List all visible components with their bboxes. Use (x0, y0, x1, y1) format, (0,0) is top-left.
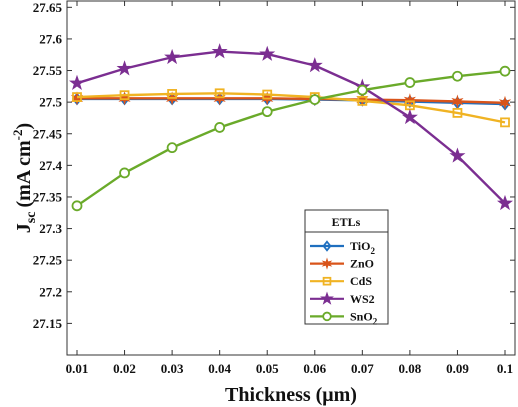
legend-label-main: SnO (350, 309, 373, 323)
legend-item-tio2: TiO2 (310, 239, 375, 256)
legend-marker-cds (322, 276, 332, 286)
series-line-zno (77, 97, 506, 104)
y-tick-label: 27.65 (33, 0, 63, 15)
data-point-sno2 (499, 65, 511, 77)
x-tick-label: 0.1 (497, 361, 513, 376)
data-point-zno (213, 91, 226, 106)
x-tick-label: 0.05 (256, 361, 279, 376)
y-tick-label: 27.25 (33, 253, 63, 268)
plot-frame (66, 0, 516, 356)
data-point-cds (500, 117, 510, 128)
legend-label-sno2: SnO2 (350, 309, 378, 326)
legend-label-sub: 2 (370, 246, 375, 256)
legend-label-sub: 2 (373, 316, 378, 326)
x-tick-label: 0.08 (399, 361, 422, 376)
data-point-sno2 (356, 84, 368, 96)
data-point-sno2 (119, 167, 130, 179)
data-point-sno2 (309, 94, 321, 106)
data-point-ws2 (401, 108, 418, 125)
data-point-ws2 (116, 60, 133, 76)
series-group (69, 43, 513, 212)
y-axis-title-sup: -2 (10, 129, 25, 140)
y-tick-label: 27.2 (39, 284, 62, 299)
legend-marker-ws2 (320, 291, 334, 305)
data-point-cds (72, 92, 82, 102)
legend-item-zno: ZnO (310, 257, 374, 271)
data-point-ws2 (449, 147, 466, 163)
data-point-sno2 (261, 106, 273, 118)
y-tick-label: 27.3 (39, 221, 62, 236)
legend-box (304, 209, 389, 325)
x-tick-label: 0.04 (208, 361, 231, 376)
y-axis-title-sub: sc (24, 212, 39, 224)
y-axis-title-main: J (13, 223, 35, 233)
series-line-cds (76, 92, 506, 124)
x-tick-label: 0.06 (303, 361, 326, 376)
y-axis-title: Jsc (mA cm-2) (10, 123, 39, 233)
data-point-ws2 (497, 194, 513, 211)
series-sno2 (71, 65, 511, 212)
data-point-zno (70, 91, 84, 106)
legend-item-cds: CdS (310, 274, 372, 288)
legend-label-main: ZnO (350, 257, 374, 271)
legend-item-ws2: WS2 (310, 291, 375, 306)
legend-label-tio2: TiO2 (350, 239, 375, 256)
x-tick-label: 0.01 (66, 361, 89, 376)
series-cds (72, 88, 510, 128)
y-tick-label: 27.35 (33, 189, 63, 204)
legend-item-sno2: SnO2 (310, 309, 378, 326)
legend-label-main: TiO (350, 239, 370, 253)
legend-marker-tio2 (322, 240, 332, 252)
series-line-ws2 (76, 50, 506, 205)
data-point-cds (452, 107, 463, 118)
y-tick-label: 27.4 (39, 158, 62, 173)
axis-ticks: 27.15 27.2 27.25 27.3 27.35 27.4 27.45 27.5 27.5… (33, 0, 515, 376)
data-point-ws2 (164, 48, 181, 65)
data-point-ws2 (211, 43, 228, 59)
legend-label-ws2: WS2 (350, 292, 375, 306)
data-point-cds (357, 95, 368, 106)
x-tick-label: 0.02 (113, 361, 136, 376)
data-point-sno2 (214, 122, 226, 133)
data-point-zno (451, 94, 464, 109)
data-point-ws2 (69, 74, 85, 90)
x-axis-title: Thickness (μm) (225, 384, 357, 406)
x-tick-label: 0.07 (351, 361, 374, 376)
data-point-sno2 (404, 77, 416, 88)
y-tick-label: 27.15 (33, 316, 63, 331)
y-tick-label: 27.45 (33, 126, 63, 141)
data-point-cds (119, 90, 130, 101)
legend-marker-zno (321, 257, 333, 270)
data-point-ws2 (306, 57, 323, 73)
legend-label-zno: ZnO (350, 257, 374, 271)
y-axis-title-close: ) (13, 123, 35, 130)
data-point-sno2 (71, 200, 83, 212)
x-tick-label: 0.09 (446, 361, 469, 376)
data-point-cds (214, 88, 225, 99)
data-point-zno (498, 95, 512, 110)
y-tick-label: 27.5 (39, 95, 62, 110)
data-point-ws2 (259, 45, 276, 61)
legend-label-main: CdS (350, 274, 372, 288)
series-line-sno2 (76, 69, 506, 207)
y-tick-label: 27.6 (39, 31, 62, 46)
y-tick-label: 27.55 (33, 63, 63, 78)
data-point-sno2 (452, 70, 463, 82)
legend-marker-sno2 (322, 311, 332, 322)
y-axis-title-units: (mA cm (13, 140, 35, 208)
data-point-sno2 (166, 142, 178, 154)
data-point-cds (262, 89, 273, 100)
legend-label-cds: CdS (350, 274, 372, 288)
x-tick-label: 0.03 (161, 361, 184, 376)
legend-label-main: WS2 (350, 292, 375, 306)
data-point-cds (167, 89, 178, 99)
legend-title: ETLs (332, 215, 361, 229)
